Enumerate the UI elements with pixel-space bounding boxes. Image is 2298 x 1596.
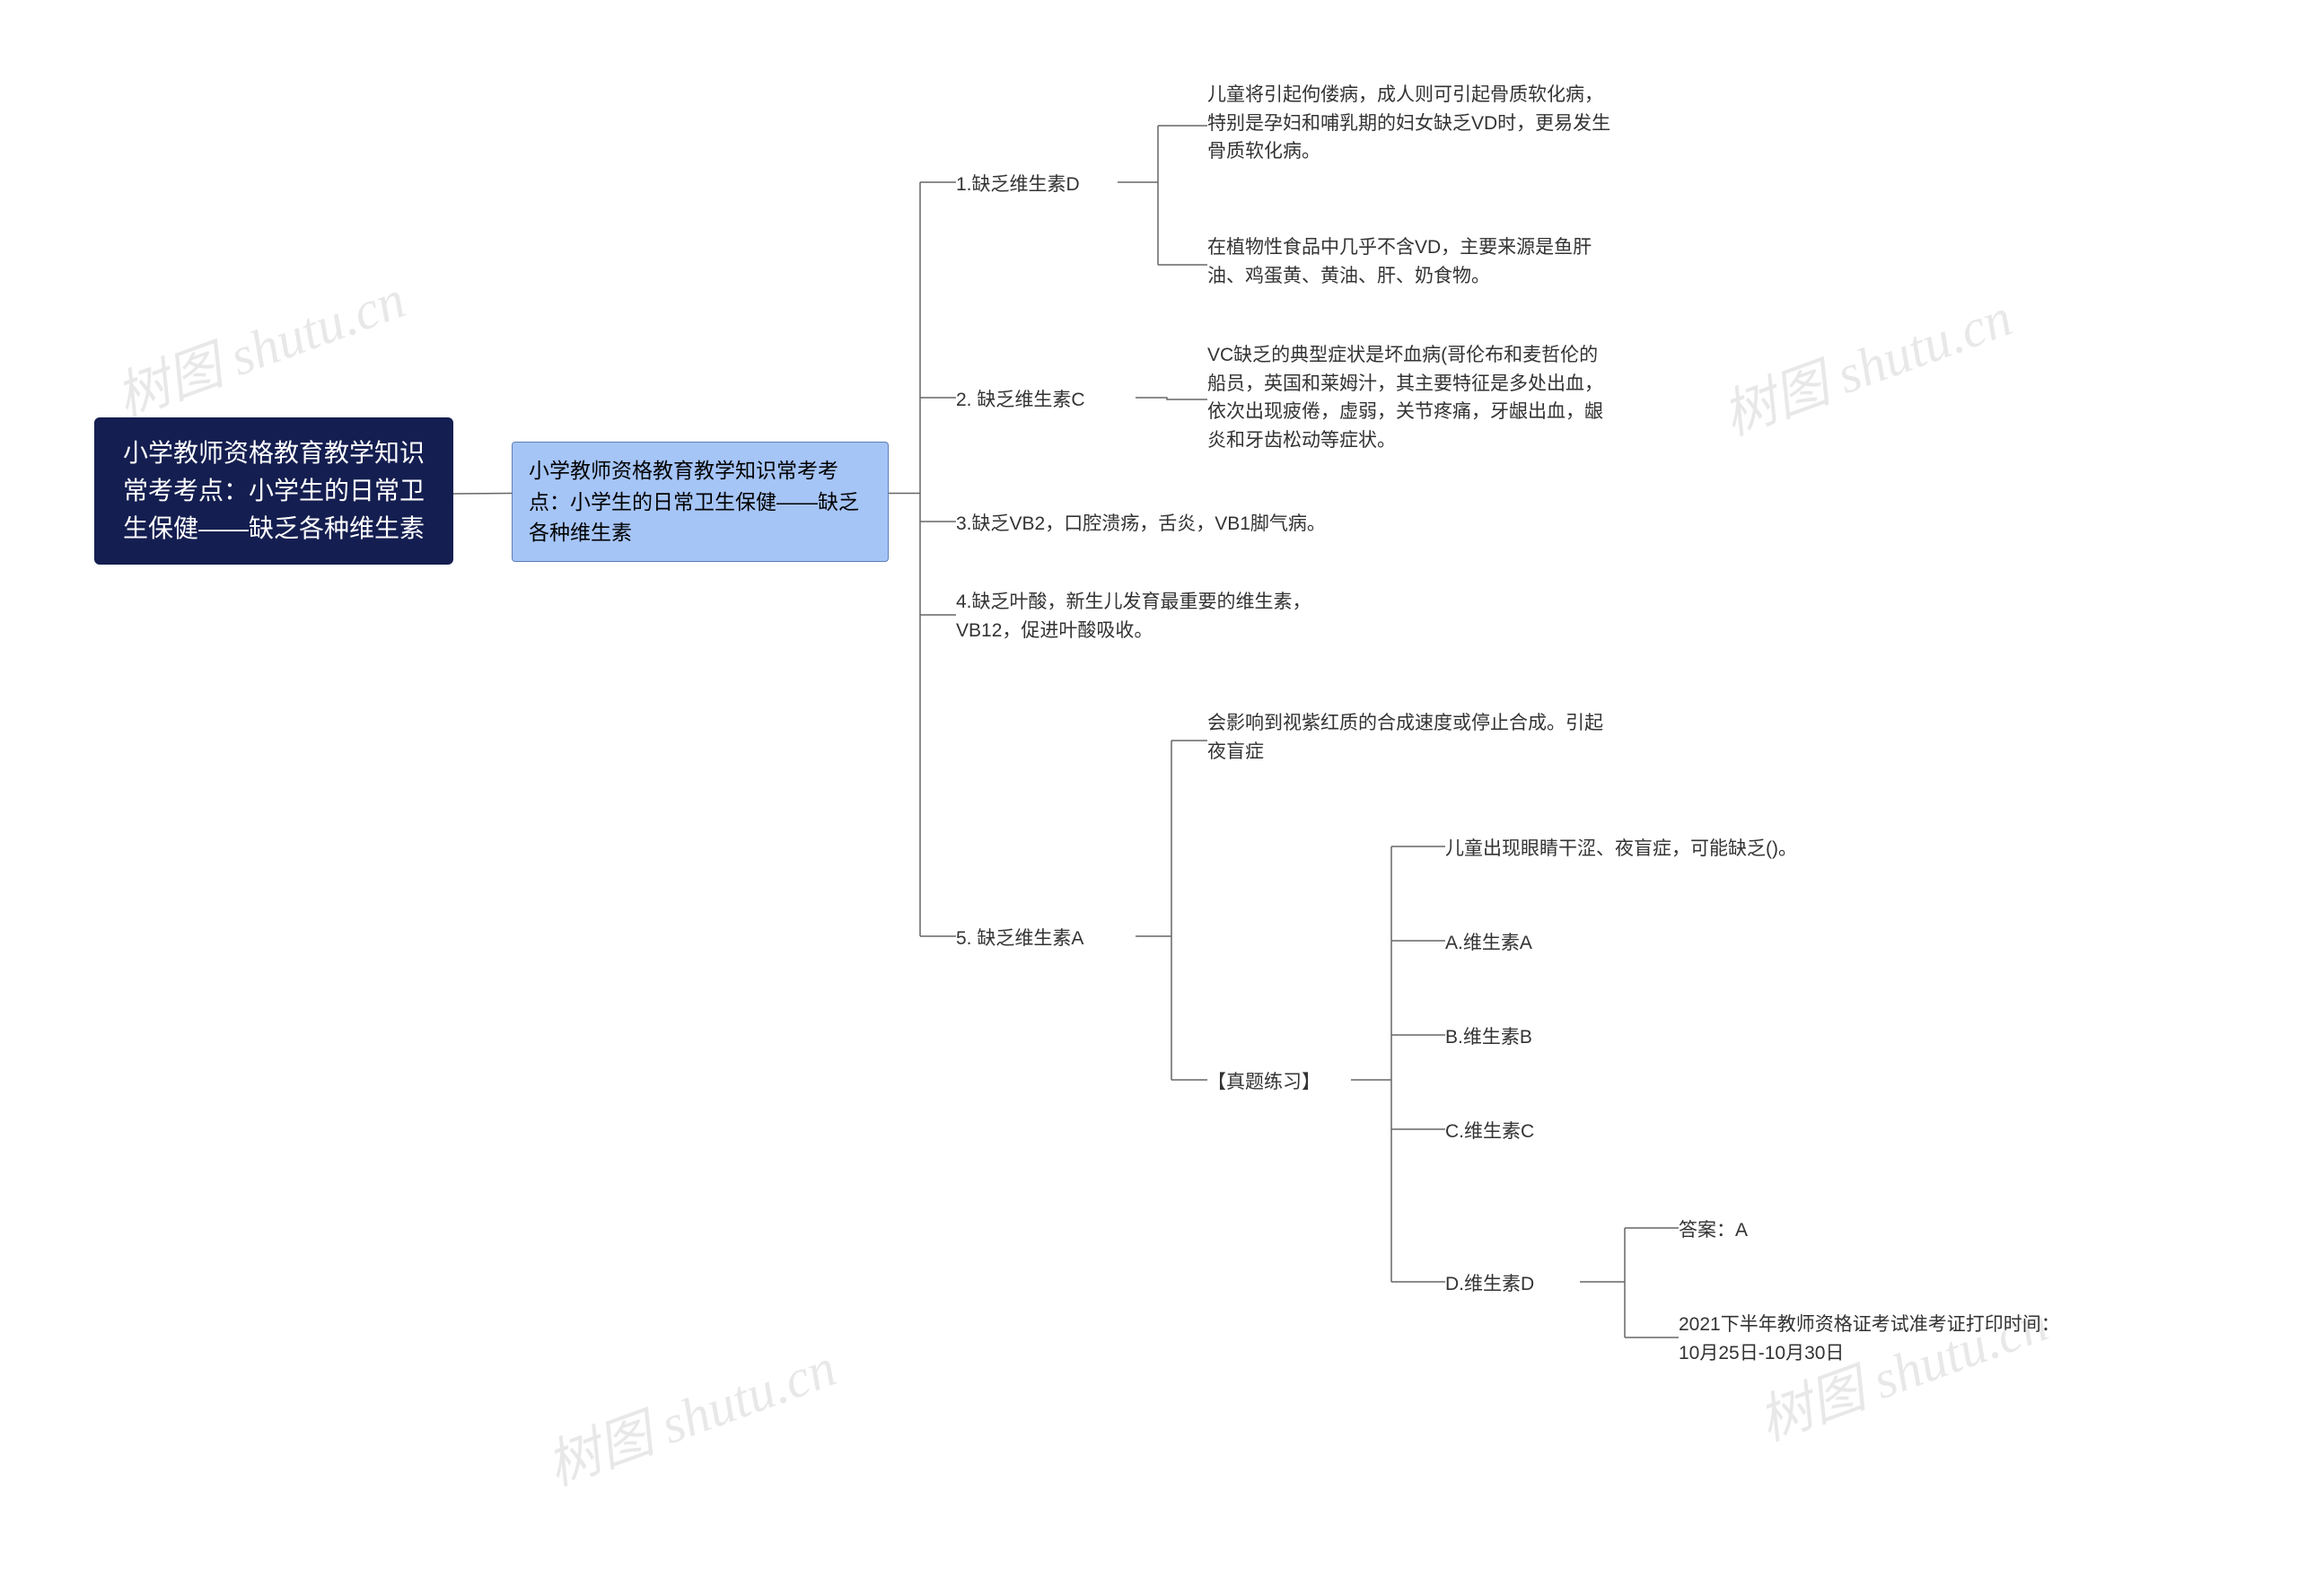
answer: 答案：A <box>1679 1216 1804 1245</box>
practice-label[interactable]: 【真题练习】 <box>1207 1068 1360 1097</box>
level1-node[interactable]: 小学教师资格教育教学知识常考考点：小学生的日常卫生保健——缺乏各种维生素 <box>512 442 889 562</box>
branch-folic-acid[interactable]: 4.缺乏叶酸，新生儿发育最重要的维生素，VB12，促进叶酸吸收。 <box>956 588 1351 645</box>
practice-option-d[interactable]: D.维生素D <box>1445 1270 1580 1299</box>
exam-note: 2021下半年教师资格证考试准考证打印时间：10月25日-10月30日 <box>1679 1311 2074 1367</box>
practice-option-c[interactable]: C.维生素C <box>1445 1118 1580 1146</box>
watermark: 树图 shutu.cn <box>103 256 414 433</box>
mindmap-canvas: 树图 shutu.cn 树图 shutu.cn 树图 shutu.cn 树图 s… <box>0 0 2298 1596</box>
practice-option-b[interactable]: B.维生素B <box>1445 1023 1580 1052</box>
watermark: 树图 shutu.cn <box>534 1324 845 1501</box>
practice-question: 儿童出现眼睛干涩、夜盲症，可能缺乏()。 <box>1445 835 1831 864</box>
practice-option-a[interactable]: A.维生素A <box>1445 929 1580 958</box>
vitamin-c-detail: VC缺乏的典型症状是坏血病(哥伦布和麦哲伦的船员，英国和莱姆汁，其主要特征是多处… <box>1207 341 1611 454</box>
vitamin-a-detail-1: 会影响到视紫红质的合成速度或停止合成。引起夜盲症 <box>1207 709 1611 766</box>
vitamin-d-detail-2: 在植物性食品中几乎不含VD，主要来源是鱼肝油、鸡蛋黄、黄油、肝、奶食物。 <box>1207 233 1611 290</box>
branch-vb2[interactable]: 3.缺乏VB2，口腔溃疡，舌炎，VB1脚气病。 <box>956 510 1369 539</box>
watermark: 树图 shutu.cn <box>1746 1279 2057 1456</box>
branch-vitamin-d[interactable]: 1.缺乏维生素D <box>956 171 1118 199</box>
root-node[interactable]: 小学教师资格教育教学知识常考考点：小学生的日常卫生保健——缺乏各种维生素 <box>94 417 453 565</box>
watermark: 树图 shutu.cn <box>1710 274 2021 451</box>
branch-vitamin-a[interactable]: 5. 缺乏维生素A <box>956 925 1136 953</box>
vitamin-d-detail-1: 儿童将引起佝偻病，成人则可引起骨质软化病，特别是孕妇和哺乳期的妇女缺乏VD时，更… <box>1207 81 1611 166</box>
branch-vitamin-c[interactable]: 2. 缺乏维生素C <box>956 386 1136 415</box>
